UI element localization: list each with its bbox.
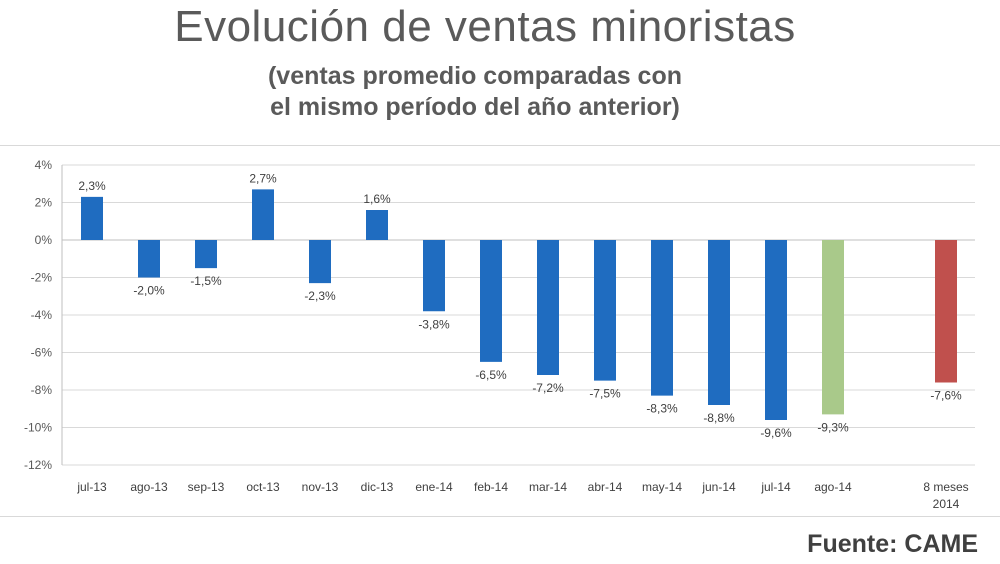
data-label: -8,3%: [646, 402, 678, 416]
data-label: -9,6%: [760, 426, 792, 440]
y-tick-label: 4%: [35, 158, 53, 172]
chart-subtitle-line-1: (ventas promedio comparadas con: [267, 62, 682, 90]
x-tick-label: ago-13: [130, 480, 168, 494]
x-tick-label: 8 meses: [923, 480, 968, 494]
bar-chart: 4% 2% 0% -2% -4% -6% -8% -10% -12% 2,3% jul-13 -2,0…: [24, 158, 975, 511]
data-label: -6,5%: [475, 368, 507, 382]
bar: [594, 240, 616, 381]
x-tick-label: ago-14: [814, 480, 852, 494]
x-tick-label: jul-13: [76, 480, 107, 494]
y-tick-label: -8%: [31, 383, 53, 397]
bar: [423, 240, 445, 312]
y-tick-label: 0%: [35, 233, 53, 247]
bar: [309, 240, 331, 284]
y-tick-label: -12%: [24, 458, 52, 472]
x-tick-label: may-14: [642, 480, 682, 494]
x-tick-label: abr-14: [588, 480, 623, 494]
chart-subtitle-line-2: el mismo período del año anterior): [270, 93, 680, 121]
chart-area: 4% 2% 0% -2% -4% -6% -8% -10% -12% 2,3% jul-13 -2,0…: [0, 145, 1000, 517]
data-label: -2,0%: [133, 284, 165, 298]
y-tick-label: -2%: [31, 271, 53, 285]
y-tick-label: 2%: [35, 196, 53, 210]
bar: [537, 240, 559, 375]
data-label: 1,6%: [363, 192, 391, 206]
bar: [765, 240, 787, 420]
data-label: 2,3%: [78, 179, 106, 193]
data-label: -2,3%: [304, 289, 336, 303]
data-label: 2,7%: [249, 171, 277, 185]
bar: [651, 240, 673, 396]
data-label: -7,5%: [589, 387, 621, 401]
x-tick-label: jun-14: [701, 480, 736, 494]
x-tick-label: ene-14: [415, 480, 453, 494]
x-tick-label: mar-14: [529, 480, 567, 494]
bar: [138, 240, 160, 278]
x-tick-label: dic-13: [361, 480, 394, 494]
bar: [708, 240, 730, 405]
source-note: Fuente: CAME: [807, 530, 978, 558]
bar: [195, 240, 217, 269]
bar: [480, 240, 502, 362]
chart-title: Evolución de ventas minoristas: [174, 2, 796, 51]
bar: [822, 240, 844, 415]
x-tick-label: jul-14: [760, 480, 791, 494]
data-label: -3,8%: [418, 317, 450, 331]
x-tick-label: feb-14: [474, 480, 508, 494]
data-label: -8,8%: [703, 411, 735, 425]
x-tick-label: sep-13: [188, 480, 225, 494]
y-tick-label: -6%: [31, 346, 53, 360]
y-tick-label: -10%: [24, 421, 52, 435]
bar: [252, 189, 274, 240]
data-label: -7,6%: [930, 389, 962, 403]
bar: [935, 240, 957, 383]
bar: [366, 210, 388, 240]
data-label: -7,2%: [532, 381, 564, 395]
x-tick-label: oct-13: [246, 480, 280, 494]
data-label: -9,3%: [817, 420, 849, 434]
x-tick-label: 2014: [933, 497, 960, 511]
bar: [81, 196, 103, 240]
data-label: -1,5%: [190, 274, 222, 288]
x-tick-label: nov-13: [302, 480, 339, 494]
y-tick-label: -4%: [31, 308, 53, 322]
